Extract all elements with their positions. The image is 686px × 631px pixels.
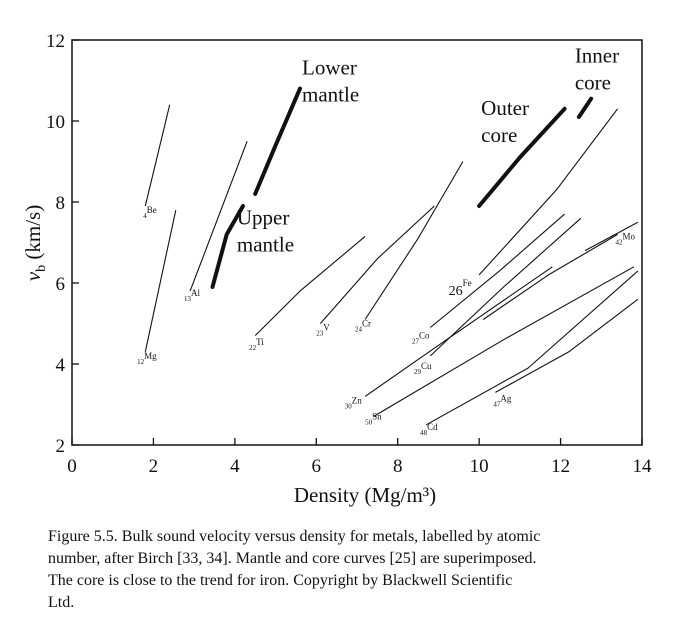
y-axis-title: vb (km/s) bbox=[21, 205, 49, 281]
metal-series-line bbox=[254, 235, 366, 336]
metal-label: 47Ag bbox=[493, 394, 511, 409]
metal-label: 29Cu bbox=[414, 361, 432, 376]
metal-series-group bbox=[144, 104, 639, 426]
metal-series-line bbox=[364, 266, 553, 397]
metal-series-line bbox=[478, 108, 619, 276]
x-tick-label: 4 bbox=[230, 456, 240, 477]
metal-label: 42Mo bbox=[616, 232, 636, 247]
metal-label: 30Zn bbox=[345, 396, 362, 411]
metal-series-line bbox=[584, 221, 639, 252]
series-label-line: mantle bbox=[302, 82, 359, 106]
metal-series-line bbox=[425, 270, 639, 426]
figure-caption: Figure 5.5. Bulk sound velocity versus d… bbox=[48, 526, 658, 614]
plot-frame bbox=[71, 39, 643, 446]
y-axis-title-unit: (km/s) bbox=[21, 205, 45, 265]
series-label: Lower mantle bbox=[302, 55, 359, 106]
y-tick-label: 12 bbox=[46, 31, 65, 52]
x-tick-label: 12 bbox=[551, 456, 570, 477]
mantle-core-series-line bbox=[210, 204, 245, 289]
metal-series-line bbox=[144, 104, 171, 207]
y-tick-label: 6 bbox=[56, 274, 66, 295]
y-axis-ticks: 2 4 6 8 10 12 bbox=[46, 31, 79, 457]
y-axis-title-main: v bbox=[21, 271, 45, 281]
metal-label: 50Sn bbox=[365, 412, 382, 427]
series-label: Upper mantle bbox=[237, 205, 294, 256]
metal-label: 23V bbox=[316, 323, 330, 338]
x-tick-label: 2 bbox=[149, 456, 159, 477]
metal-label: 12Mg bbox=[137, 351, 157, 366]
iron-label: 26Fe bbox=[449, 278, 472, 299]
metal-series-line bbox=[189, 141, 248, 292]
x-tick-label: 10 bbox=[470, 456, 489, 477]
caption-line: number, after Birch [33, 34]. Mantle and… bbox=[48, 550, 537, 567]
series-label-line: Upper bbox=[237, 205, 289, 229]
metal-series-line bbox=[373, 266, 635, 418]
series-label-line: Outer bbox=[481, 96, 529, 120]
metal-series-line bbox=[495, 298, 639, 393]
caption-line: The core is close to the trend for iron.… bbox=[48, 572, 513, 589]
x-tick-label: 0 bbox=[67, 456, 77, 477]
series-label-line: Inner bbox=[575, 43, 619, 67]
y-tick-label: 2 bbox=[56, 436, 66, 457]
series-label-line: core bbox=[481, 123, 517, 147]
mantle-core-series-line bbox=[576, 96, 594, 119]
x-axis-title: Density (Mg/m³) bbox=[294, 483, 436, 507]
series-label-line: mantle bbox=[237, 232, 294, 256]
x-tick-label: 14 bbox=[633, 456, 653, 477]
x-tick-label: 8 bbox=[393, 456, 403, 477]
x-axis-ticks: 0 2 4 6 8 10 12 14 bbox=[67, 438, 652, 477]
metal-label: 4Be bbox=[143, 205, 157, 220]
series-label-line: core bbox=[575, 70, 611, 94]
caption-line: Ltd. bbox=[48, 594, 75, 611]
series-label: Outer core bbox=[481, 96, 529, 147]
metal-label: 48Cd bbox=[420, 422, 438, 437]
series-label-line: Lower bbox=[302, 55, 357, 79]
series-labels-group: Lower mantle Upper mantle Outer core Inner core bbox=[237, 43, 619, 256]
y-tick-label: 4 bbox=[56, 355, 66, 376]
metal-series-line bbox=[364, 161, 464, 320]
metal-label: 13Al bbox=[184, 288, 200, 303]
series-label: Inner core bbox=[575, 43, 619, 94]
metal-series-line bbox=[482, 233, 618, 320]
metal-series-line bbox=[429, 213, 565, 328]
y-axis-title-sub: b bbox=[34, 265, 49, 272]
metal-series-line bbox=[319, 205, 435, 324]
mantle-core-series-line bbox=[253, 86, 302, 196]
metal-series-line bbox=[144, 209, 177, 353]
metal-label: 27Co bbox=[412, 331, 430, 346]
metal-label: 24Cr bbox=[355, 319, 371, 334]
mantle-core-series-line bbox=[477, 106, 567, 208]
caption-line: Figure 5.5. Bulk sound velocity versus d… bbox=[48, 528, 541, 545]
x-tick-label: 6 bbox=[312, 456, 322, 477]
y-tick-label: 8 bbox=[56, 193, 66, 214]
mantle-core-series-group bbox=[210, 86, 594, 289]
metal-label: 22Ti bbox=[249, 337, 264, 352]
y-tick-label: 10 bbox=[46, 112, 65, 133]
metal-series-line bbox=[429, 217, 582, 357]
